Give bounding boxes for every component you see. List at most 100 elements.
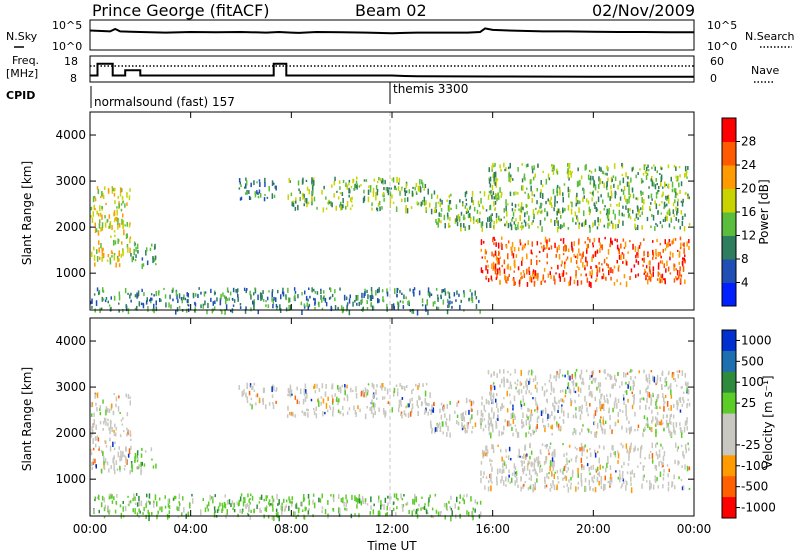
echo-cell	[378, 407, 380, 412]
echo-cell	[569, 280, 571, 286]
echo-cell	[380, 180, 383, 184]
echo-cell	[609, 195, 611, 201]
echo-cell	[430, 424, 432, 429]
echo-cell	[680, 479, 683, 482]
echo-cell	[463, 290, 465, 294]
echo-cell	[527, 431, 530, 434]
echo-cell	[626, 482, 628, 486]
echo-cell	[656, 183, 658, 186]
colorbar-swatch	[722, 235, 736, 260]
echo-cell	[101, 247, 103, 252]
echo-cell	[573, 387, 575, 393]
echo-cell	[457, 421, 460, 426]
y-tick-label: 4000	[55, 128, 86, 142]
echo-cell	[327, 500, 329, 505]
echo-cell	[648, 266, 651, 272]
echo-cell	[492, 413, 495, 419]
echo-cell	[606, 394, 608, 397]
echo-cell	[167, 503, 170, 508]
echo-cell	[498, 267, 501, 271]
echo-cell	[450, 193, 452, 197]
echo-cell	[531, 190, 533, 197]
echo-cell	[588, 281, 591, 287]
echo-cell	[669, 430, 672, 437]
echo-cell	[523, 402, 526, 406]
echo-cell	[589, 391, 591, 396]
echo-cell	[187, 304, 190, 307]
echo-cell	[434, 493, 437, 497]
echo-cell	[513, 221, 516, 225]
echo-cell	[493, 176, 495, 182]
echo-cell	[123, 467, 126, 471]
echo-cell	[338, 493, 340, 500]
echo-cell	[483, 191, 486, 197]
echo-cell	[136, 512, 139, 517]
echo-cell	[152, 256, 154, 260]
echo-cell	[682, 266, 685, 272]
echo-cell	[350, 185, 353, 189]
echo-cell	[376, 384, 378, 388]
echo-cell	[413, 499, 416, 505]
echo-cell	[370, 406, 373, 411]
echo-cell	[143, 292, 145, 297]
echo-cell	[396, 391, 399, 397]
echo-cell	[578, 248, 580, 254]
echo-cell	[626, 198, 628, 205]
echo-cell	[684, 260, 686, 264]
echo-cell	[677, 460, 679, 466]
echo-cell	[553, 398, 556, 403]
echo-cell	[493, 242, 495, 246]
echo-cell	[392, 201, 395, 204]
echo-cell	[376, 191, 379, 196]
echo-cell	[534, 173, 536, 177]
echo-cell	[119, 187, 122, 194]
echo-cell	[534, 482, 536, 488]
echo-cell	[682, 257, 684, 260]
echo-cell	[305, 506, 307, 511]
colorbar-swatch	[722, 392, 736, 415]
echo-cell	[641, 483, 643, 489]
echo-cell	[530, 277, 533, 283]
echo-cell	[528, 469, 531, 476]
echo-cell	[513, 191, 515, 196]
echo-cell	[421, 298, 424, 303]
echo-cell	[552, 402, 554, 407]
echo-cell	[332, 398, 334, 403]
echo-cell	[673, 164, 676, 168]
echo-cell	[675, 206, 677, 212]
echo-cell	[615, 191, 617, 196]
echo-cell	[581, 450, 583, 457]
echo-cell	[225, 514, 227, 519]
echo-cell	[640, 444, 643, 450]
echo-cell	[521, 460, 523, 466]
echo-cell	[680, 181, 683, 187]
colorbar-tick-label: -1000	[741, 501, 776, 515]
echo-cell	[550, 386, 553, 392]
echo-cell	[557, 405, 560, 410]
echo-cell	[103, 186, 106, 190]
echo-cell	[126, 433, 128, 437]
echo-cell	[678, 461, 680, 465]
echo-cell	[257, 192, 259, 195]
echo-cell	[241, 510, 243, 514]
echo-cell	[530, 433, 532, 437]
echo-cell	[332, 494, 335, 500]
echo-cell	[565, 457, 568, 461]
echo-cell	[490, 421, 492, 425]
echo-cell	[563, 476, 566, 480]
echo-cell	[328, 297, 331, 300]
echo-cell	[271, 291, 273, 298]
echo-cell	[652, 240, 654, 243]
echo-cell	[496, 417, 498, 420]
echo-cell	[643, 250, 645, 257]
echo-cell	[211, 496, 213, 500]
echo-cell	[494, 182, 496, 186]
echo-cell	[141, 461, 143, 466]
echo-cell	[232, 304, 235, 307]
echo-cell	[324, 297, 327, 303]
echo-cell	[589, 377, 591, 380]
echo-cell	[545, 178, 548, 185]
echo-cell	[488, 401, 490, 405]
echo-cell	[496, 193, 499, 199]
echo-cell	[151, 297, 153, 301]
